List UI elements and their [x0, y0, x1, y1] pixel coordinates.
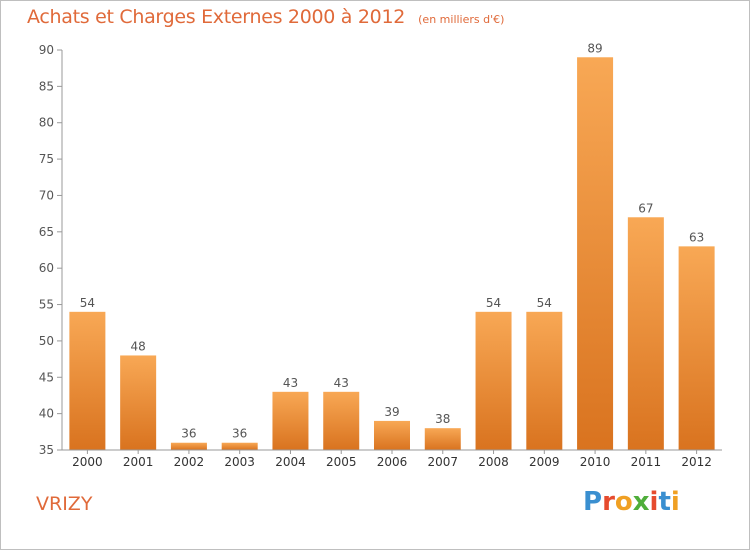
- data-label-2008: 54: [486, 296, 501, 310]
- data-label-2002: 36: [181, 427, 196, 441]
- bar-2009: [526, 311, 563, 450]
- bar-2000: [69, 311, 106, 450]
- x-tick-label-2003: 2003: [224, 455, 255, 469]
- y-tick-label: 70: [39, 188, 54, 202]
- x-tick-label-2010: 2010: [580, 455, 611, 469]
- bar-2011: [627, 217, 664, 450]
- chart-subtitle: (en milliers d'€): [418, 13, 505, 26]
- x-tick-label-2009: 2009: [529, 455, 560, 469]
- x-tick-label-2002: 2002: [174, 455, 205, 469]
- data-label-2000: 54: [80, 296, 95, 310]
- logo-letter: i: [649, 487, 659, 517]
- logo-letter: P: [583, 487, 603, 517]
- y-tick-label: 80: [39, 116, 54, 130]
- bar-2002: [170, 442, 207, 450]
- logo-letter: t: [658, 487, 671, 517]
- data-label-2011: 67: [638, 201, 653, 215]
- data-label-2010: 89: [587, 41, 602, 55]
- logo-letter: r: [602, 487, 615, 517]
- y-tick-label: 65: [39, 225, 54, 239]
- bars: 54 48 36 36 43 43 39 38 54 54 89 67 63: [69, 41, 715, 450]
- x-tick-label-2006: 2006: [377, 455, 408, 469]
- bar-2012: [678, 246, 715, 450]
- data-label-2012: 63: [689, 230, 704, 244]
- bar-2007: [424, 428, 461, 450]
- y-tick-label: 35: [39, 443, 54, 457]
- bar-2005: [323, 391, 360, 450]
- data-label-2005: 43: [334, 376, 349, 390]
- logo-letter: o: [614, 487, 633, 517]
- x-tick-label-2005: 2005: [326, 455, 357, 469]
- bar-2003: [221, 442, 258, 450]
- town-name: VRIZY: [36, 493, 93, 515]
- x-tick-label-2000: 2000: [72, 455, 103, 469]
- bar-2004: [272, 391, 309, 450]
- chart-title: Achats et Charges Externes 2000 à 2012: [27, 6, 406, 28]
- x-tick-label-2007: 2007: [427, 455, 458, 469]
- bar-2010: [577, 57, 614, 450]
- logo-letter: x: [632, 487, 650, 517]
- y-tick-label: 60: [39, 261, 54, 275]
- x-tick-label-2008: 2008: [478, 455, 509, 469]
- data-label-2003: 36: [232, 427, 247, 441]
- data-label-2009: 54: [537, 296, 552, 310]
- chart-header: Achats et Charges Externes 2000 à 2012 (…: [27, 6, 504, 28]
- y-axis: 35 40 45 50 55 60 65 70 75 80 85 90: [39, 43, 63, 457]
- x-tick-label-2011: 2011: [631, 455, 662, 469]
- y-tick-label: 85: [39, 79, 54, 93]
- y-tick-label: 90: [39, 43, 54, 57]
- y-tick-label: 50: [39, 334, 54, 348]
- x-tick-label-2004: 2004: [275, 455, 306, 469]
- data-label-2001: 48: [131, 339, 146, 353]
- y-tick-label: 45: [39, 370, 54, 384]
- bar-2001: [120, 355, 157, 450]
- x-tick-label-2001: 2001: [123, 455, 154, 469]
- data-label-2004: 43: [283, 376, 298, 390]
- data-label-2006: 39: [384, 405, 399, 419]
- x-tick-label-2012: 2012: [681, 455, 712, 469]
- bar-2008: [475, 311, 512, 450]
- x-axis: 2000 2001 2002 2003 2004 2005 2006 2007 2008 2009…: [62, 449, 722, 469]
- logo-letter: i: [670, 487, 680, 517]
- y-tick-label: 55: [39, 298, 54, 312]
- data-label-2007: 38: [435, 412, 450, 426]
- proxiti-logo[interactable]: Proxiti: [583, 487, 680, 517]
- y-tick-label: 75: [39, 152, 54, 166]
- bar-2006: [374, 420, 410, 450]
- y-tick-label: 40: [39, 407, 54, 421]
